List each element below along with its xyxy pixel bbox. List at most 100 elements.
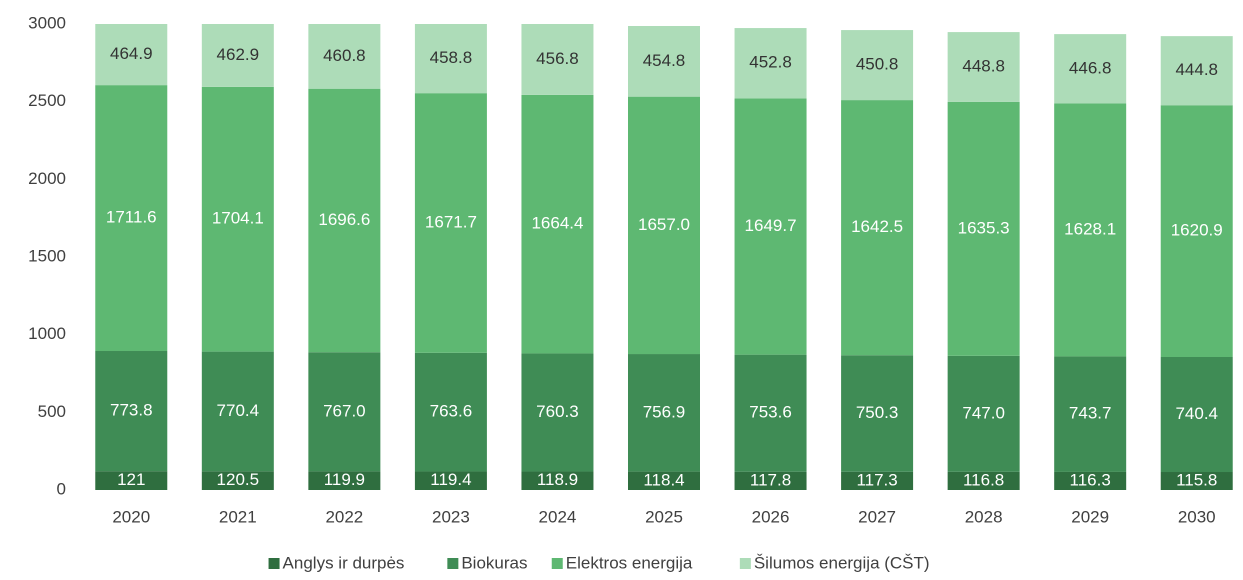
data-label: 773.8 (110, 401, 153, 420)
bar-segment (841, 30, 914, 101)
data-label: 750.3 (856, 403, 899, 422)
x-tick-label: 2030 (1178, 507, 1216, 526)
data-label: 454.8 (643, 51, 686, 70)
x-tick-label: 2028 (965, 507, 1003, 526)
bar-segment (308, 352, 381, 472)
y-tick-label: 1500 (28, 246, 66, 265)
bar-segment (95, 85, 168, 352)
bar-segment (1160, 357, 1233, 473)
x-tick-label: 2022 (325, 507, 363, 526)
bar-segment (841, 471, 914, 490)
bar-segment (201, 86, 274, 352)
data-label: 116.8 (963, 470, 1004, 489)
y-tick-label: 2000 (28, 169, 66, 188)
bar-segment (1054, 356, 1127, 472)
bar-segment (628, 96, 700, 355)
data-label: 464.9 (110, 44, 153, 63)
y-tick-label: 1000 (28, 324, 66, 343)
data-label: 770.4 (217, 401, 260, 420)
data-label: 115.8 (1176, 470, 1217, 489)
x-tick-label: 2020 (112, 507, 150, 526)
legend-marker (268, 558, 280, 569)
data-label: 121 (117, 470, 145, 489)
data-label: 747.0 (962, 403, 1005, 422)
data-label: 118.9 (537, 470, 578, 489)
bar-segment (521, 24, 594, 95)
legend-label: Anglys ir durpės (283, 553, 405, 572)
data-label: 1657.0 (638, 215, 690, 234)
bar-segment (308, 88, 381, 353)
bar-segment (308, 471, 381, 490)
x-tick-label: 2027 (858, 507, 896, 526)
data-label: 756.9 (643, 402, 686, 421)
data-label: 1664.4 (531, 214, 583, 233)
bar-segment (1160, 105, 1233, 358)
legend-marker (551, 558, 563, 569)
bar-segment (628, 354, 700, 472)
bar-segment (841, 355, 914, 472)
data-label: 117.8 (750, 470, 791, 489)
data-label: 1649.7 (745, 216, 797, 235)
bar-segment (734, 354, 807, 472)
bar-segment (734, 471, 807, 490)
bar-segment (628, 26, 700, 97)
x-tick-label: 2024 (539, 507, 577, 526)
data-label: 740.4 (1175, 404, 1218, 423)
data-label: 458.8 (430, 48, 473, 67)
data-label: 1711.6 (106, 208, 157, 227)
legend-label: Biokuras (461, 553, 527, 572)
data-label: 760.3 (536, 402, 579, 421)
data-label: 1628.1 (1064, 219, 1116, 238)
bar-segment (1160, 472, 1233, 490)
data-label: 1696.6 (318, 210, 370, 229)
bar-segment (947, 32, 1020, 102)
bar-segment (1160, 36, 1233, 106)
bar-segment (95, 24, 168, 86)
data-label: 1635.3 (958, 218, 1010, 237)
bar-segment (734, 98, 807, 355)
bar-segment (95, 471, 168, 490)
data-label: 753.6 (749, 403, 792, 422)
bar-segment (308, 24, 381, 89)
bar-segment (1054, 471, 1127, 490)
bar-segment (95, 351, 168, 472)
bar-segment (628, 471, 700, 490)
bar-segment (201, 351, 274, 472)
x-tick-label: 2021 (219, 507, 257, 526)
bar-segment (841, 100, 914, 356)
data-label: 119.9 (324, 470, 365, 489)
data-label: 743.7 (1069, 404, 1112, 423)
bar-segment (947, 355, 1020, 472)
bar-segment (414, 24, 487, 94)
plot-area (95, 24, 1233, 490)
data-label: 1620.9 (1171, 221, 1223, 240)
data-label: 452.8 (749, 53, 792, 72)
data-label: 446.8 (1069, 58, 1112, 77)
legend-label: Šilumos energija (CŠT) (754, 553, 930, 572)
x-tick-label: 2023 (432, 507, 470, 526)
y-tick-label: 2500 (28, 91, 66, 110)
data-label: 1642.5 (851, 217, 903, 236)
data-label: 1704.1 (212, 209, 264, 228)
bar-segment (521, 353, 594, 472)
data-label: 1671.7 (425, 212, 477, 231)
data-label: 456.8 (536, 49, 579, 68)
bar-segment (521, 471, 594, 490)
legend-marker (739, 558, 751, 569)
legend-marker (447, 558, 459, 569)
y-tick-label: 3000 (28, 13, 66, 32)
x-tick-label: 2025 (645, 507, 683, 526)
bar-segment (1054, 103, 1127, 357)
data-label: 444.8 (1175, 60, 1218, 79)
y-tick-label: 0 (57, 479, 66, 498)
data-label: 119.4 (430, 470, 471, 489)
data-label: 763.6 (430, 402, 473, 421)
bar-segment (201, 24, 274, 87)
x-tick-label: 2029 (1071, 507, 1109, 526)
data-label: 450.8 (856, 55, 899, 74)
y-tick-label: 500 (38, 402, 66, 421)
bar-segment (734, 28, 807, 99)
x-tick-label: 2026 (752, 507, 790, 526)
